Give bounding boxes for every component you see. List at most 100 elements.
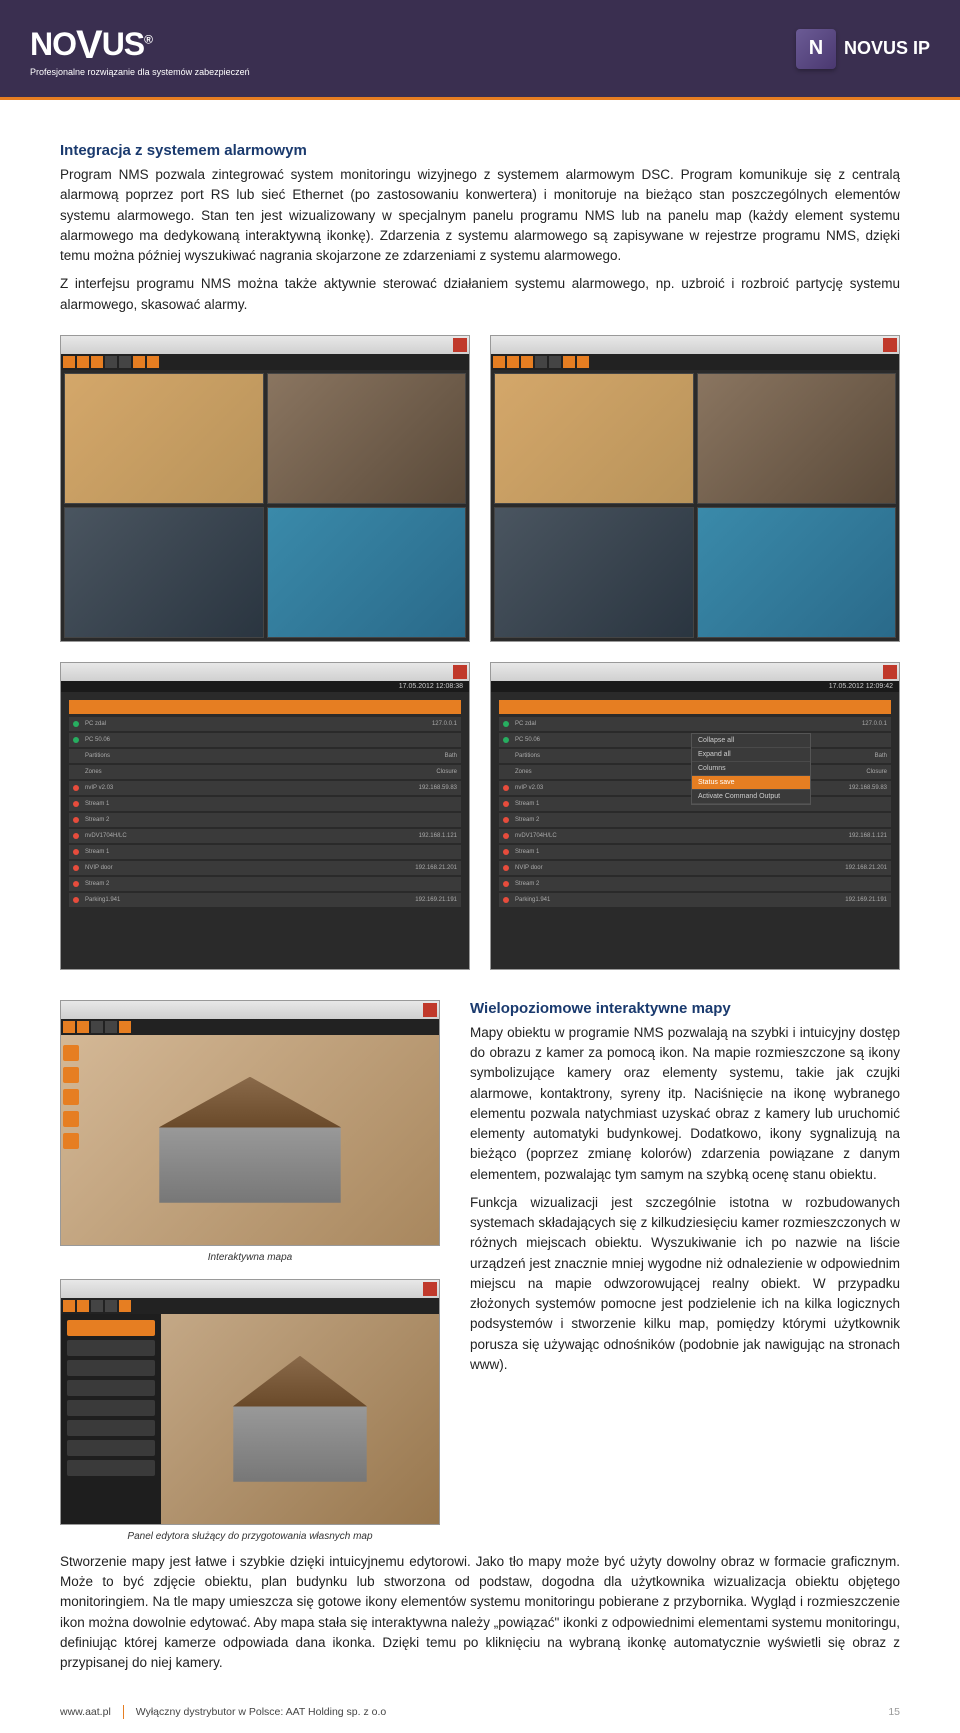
window-titlebar [61,1280,439,1298]
main-content: Integracja z systemem alarmowym Program … [0,102,960,1697]
ctx-item: Activate Command Output [692,790,810,804]
window-titlebar [61,336,469,354]
header-divider [0,97,960,100]
app-toolbar [61,354,469,370]
device-ip: 192.169.21.191 [845,897,887,903]
editor-view [61,1314,439,1524]
device-label: nvDV1704H/LC [515,833,843,839]
house-graphic [137,1077,364,1203]
house-graphic [217,1356,384,1482]
section2-p2: Funkcja wizualizacji jest szczególnie is… [470,1193,900,1375]
camera-view [267,507,467,638]
two-column-layout: Interaktywna mapa Panel edytora służący … [60,1000,900,1558]
final-paragraph: Stworzenie mapy jest łatwe i szybkie dzi… [60,1552,900,1674]
novus-ip-badge: N NOVUS IP [796,29,930,69]
camera-view [494,507,694,638]
camera-view [697,373,897,504]
ip-icon: N [796,29,836,69]
status-dot [503,737,509,743]
status-dot [503,721,509,727]
screenshot-list-2: 17.05.2012 12:09:42 PC zdal127.0.0.1PC 5… [490,662,900,970]
device-ip: 192.168.1.121 [419,833,457,839]
screenshot-list-1: 17.05.2012 12:08:38 PC zdal127.0.0.1 PC 5… [60,662,470,970]
right-column: Wielopoziomowe interaktywne mapy Mapy ob… [470,1000,900,1558]
device-list-row: PC zdal127.0.0.1 [499,717,891,731]
device-label: PC zdal [85,721,426,727]
device-label: NVIP door [515,865,839,871]
device-ip: Bath [875,753,887,759]
status-dot [73,737,79,743]
status-dot [503,897,509,903]
page-footer: www.aat.pl Wyłączny dystrybutor w Polsce… [0,1697,960,1733]
footer-left: www.aat.pl Wyłączny dystrybutor w Polsce… [60,1705,386,1719]
device-label: Stream 2 [515,817,881,823]
section1-body: Program NMS pozwala zintegrować system m… [60,165,900,315]
device-list-row: Parking1.941192.169.21.191 [499,893,891,907]
timestamp: 17.05.2012 12:09:42 [491,681,899,692]
section2-p1: Mapy obiektu w programie NMS pozwalają n… [470,1023,900,1185]
device-ip: 192.168.21.201 [845,865,887,871]
device-list-row: Stream 1 [69,797,461,811]
status-dot [73,817,79,823]
map-icon-palette [63,1035,79,1149]
screenshot-quad-1 [60,335,470,643]
context-menu: Collapse all Expand all Columns Status s… [691,733,811,805]
ctx-item: Columns [692,762,810,776]
editor-side-panel [61,1314,161,1524]
device-list-row: Stream 2 [69,877,461,891]
status-dot [73,801,79,807]
left-column: Interaktywna mapa Panel edytora służący … [60,1000,440,1558]
section2-body: Mapy obiektu w programie NMS pozwalają n… [470,1023,900,1375]
device-label: Stream 1 [85,801,451,807]
device-list-row: Stream 1 [69,845,461,859]
status-dot [503,785,509,791]
status-dot [73,849,79,855]
badge-text: NOVUS IP [844,38,930,59]
device-list-row: NVIP door 192.168.21.201 [499,861,891,875]
footer-url: www.aat.pl [60,1706,111,1718]
device-label: Stream 1 [85,849,451,855]
device-list-row: Stream 2 [69,813,461,827]
status-dot [503,881,509,887]
status-dot [73,785,79,791]
section1-p2: Z interfejsu programu NMS można także ak… [60,274,900,315]
list-header-bar [499,700,891,714]
device-label: Zones [85,769,430,775]
device-ip: Bath [445,753,457,759]
ctx-item: Collapse all [692,734,810,748]
window-titlebar [61,1001,439,1019]
device-list-row: nvDV1704H/LC192.168.1.121 [69,829,461,843]
status-dot [73,721,79,727]
app-toolbar [491,354,899,370]
status-dot [73,881,79,887]
device-label: Stream 2 [85,881,451,887]
camera-view [64,373,264,504]
device-label: Partitions [85,753,439,759]
device-list-row: ZonesClosure [69,765,461,779]
device-ip: 127.0.0.1 [862,721,887,727]
list-header-bar [69,700,461,714]
ctx-item: Expand all [692,748,810,762]
timestamp: 17.05.2012 12:08:38 [61,681,469,692]
footer-distributor: Wyłączny dystrybutor w Polsce: AAT Holdi… [136,1706,386,1718]
device-ip: 192.168.1.121 [849,833,887,839]
app-toolbar [61,1019,439,1035]
window-titlebar [491,336,899,354]
ctx-item-active: Status save [692,776,810,790]
footer-divider [123,1705,124,1719]
device-list-row: Parking1.941192.169.21.191 [69,893,461,907]
status-dot [503,833,509,839]
device-list-row: nvIP v2.03192.168.59.83 [69,781,461,795]
status-dot [73,833,79,839]
device-label: Parking1.941 [85,897,409,903]
app-toolbar [61,1298,439,1314]
device-label: PC 50.06 [85,737,451,743]
device-ip: 192.168.21.201 [415,865,457,871]
device-list-row: Stream 2 [499,877,891,891]
device-list-row: PC zdal127.0.0.1 [69,717,461,731]
page-number: 15 [888,1706,900,1718]
device-list-row: PC 50.06 [69,733,461,747]
section1-title: Integracja z systemem alarmowym [60,142,900,159]
camera-view [267,373,467,504]
device-label: Stream 2 [85,817,451,823]
